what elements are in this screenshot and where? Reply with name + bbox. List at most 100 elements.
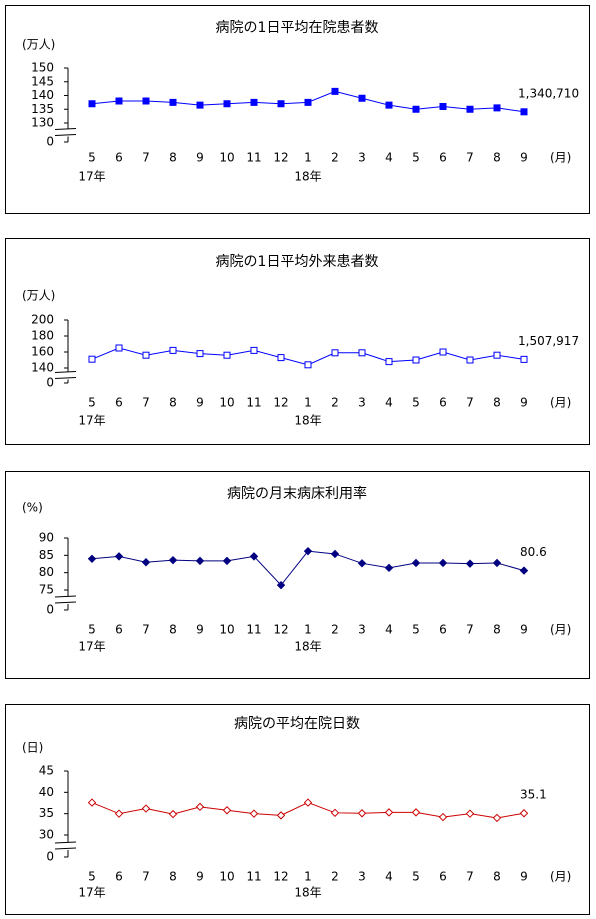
point-marker (519, 566, 529, 575)
point-marker (439, 103, 447, 110)
point-marker (358, 349, 366, 357)
point-marker (141, 804, 151, 813)
x-axis-unit: (月) (550, 396, 571, 410)
x-tick-label: 1 (304, 151, 312, 165)
x-tick-label: 12 (273, 396, 288, 410)
point-marker (520, 355, 528, 363)
y-tick-label: 30 (39, 828, 54, 842)
x-year-label: 17年 (78, 170, 105, 184)
x-tick-label: 2 (331, 396, 339, 410)
y-tick-label: 130 (31, 116, 54, 130)
x-tick-label: 8 (169, 623, 177, 637)
y-tick-label: 45 (39, 764, 54, 778)
x-tick-label: 11 (246, 623, 261, 637)
point-marker (466, 356, 474, 364)
x-tick-label: 9 (520, 396, 528, 410)
point-marker (466, 105, 474, 113)
y-tick-label: 75 (39, 583, 54, 597)
point-marker (438, 558, 448, 568)
x-tick-label: 4 (385, 870, 393, 884)
point-marker (411, 558, 421, 568)
x-year-label: 18年 (294, 886, 321, 900)
point-marker (303, 798, 313, 807)
point-marker (223, 351, 231, 359)
y-tick-label: 160 (31, 345, 54, 359)
y-tick-label: 150 (31, 61, 54, 75)
point-marker (250, 98, 258, 106)
x-year-label: 18年 (294, 414, 321, 428)
y-tick-label: 0 (46, 603, 54, 617)
x-tick-label: 12 (273, 151, 288, 165)
point-marker (465, 559, 475, 568)
x-tick-label: 8 (493, 870, 501, 884)
x-tick-label: 11 (246, 151, 261, 165)
y-axis-unit: (日) (22, 741, 43, 755)
y-tick-label: 40 (39, 785, 54, 799)
x-tick-label: 7 (142, 396, 150, 410)
x-tick-label: 3 (358, 870, 366, 884)
point-marker (168, 809, 178, 819)
x-tick-label: 9 (196, 870, 204, 884)
chart-title: 病院の平均在院日数 (234, 716, 360, 732)
x-tick-label: 6 (115, 151, 123, 165)
point-marker (304, 361, 312, 369)
y-axis-unit: (万人) (22, 38, 55, 52)
x-tick-label: 2 (331, 151, 339, 165)
x-tick-label: 4 (385, 396, 393, 410)
y-tick-label: 0 (46, 135, 54, 149)
x-tick-label: 2 (331, 870, 339, 884)
x-tick-label: 5 (412, 396, 420, 410)
panel-border (5, 5, 590, 214)
point-marker (412, 356, 420, 364)
y-tick-label: 0 (46, 376, 54, 390)
point-marker (276, 811, 286, 820)
axis-break-gap (65, 596, 71, 604)
x-tick-label: 8 (493, 396, 501, 410)
point-marker (249, 809, 259, 818)
x-tick-label: 2 (331, 623, 339, 637)
y-tick-label: 145 (31, 74, 54, 88)
axis-break-gap (65, 842, 71, 850)
y-axis-unit: (万人) (22, 289, 55, 303)
point-marker (250, 346, 258, 354)
x-tick-label: 7 (142, 623, 150, 637)
chart-title: 病院の1日平均外来患者数 (216, 254, 379, 270)
x-tick-label: 8 (493, 151, 501, 165)
axis-break (54, 601, 77, 604)
x-tick-label: 1 (304, 396, 312, 410)
x-tick-label: 6 (439, 151, 447, 165)
panel-border (5, 471, 590, 679)
point-marker (330, 549, 340, 559)
x-tick-label: 11 (246, 396, 261, 410)
point-marker (115, 97, 123, 105)
x-tick-label: 6 (439, 396, 447, 410)
x-tick-label: 5 (88, 623, 96, 637)
x-tick-label: 3 (358, 623, 366, 637)
axis-break (54, 841, 77, 844)
data-label: 1,340,710 (518, 86, 579, 100)
axis-break (54, 377, 77, 379)
x-tick-label: 9 (196, 623, 204, 637)
point-marker (330, 808, 340, 818)
x-tick-label: 9 (520, 623, 528, 637)
point-marker (304, 98, 312, 106)
x-tick-label: 6 (115, 623, 123, 637)
x-tick-label: 5 (88, 396, 96, 410)
point-marker (519, 809, 529, 818)
point-marker (168, 555, 178, 565)
point-marker (115, 344, 123, 352)
point-marker (492, 813, 502, 823)
point-marker (385, 358, 393, 366)
data-label: 1,507,917 (518, 334, 579, 348)
x-tick-label: 12 (273, 870, 288, 884)
x-tick-label: 6 (439, 870, 447, 884)
x-tick-label: 4 (385, 623, 393, 637)
point-marker (493, 351, 501, 359)
x-tick-label: 6 (115, 396, 123, 410)
point-marker (87, 554, 97, 564)
x-tick-label: 8 (493, 623, 501, 637)
point-marker (169, 346, 177, 354)
y-tick-label: 85 (39, 548, 54, 562)
